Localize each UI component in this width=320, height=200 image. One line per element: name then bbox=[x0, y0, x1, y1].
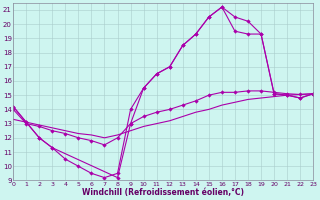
X-axis label: Windchill (Refroidissement éolien,°C): Windchill (Refroidissement éolien,°C) bbox=[82, 188, 244, 197]
